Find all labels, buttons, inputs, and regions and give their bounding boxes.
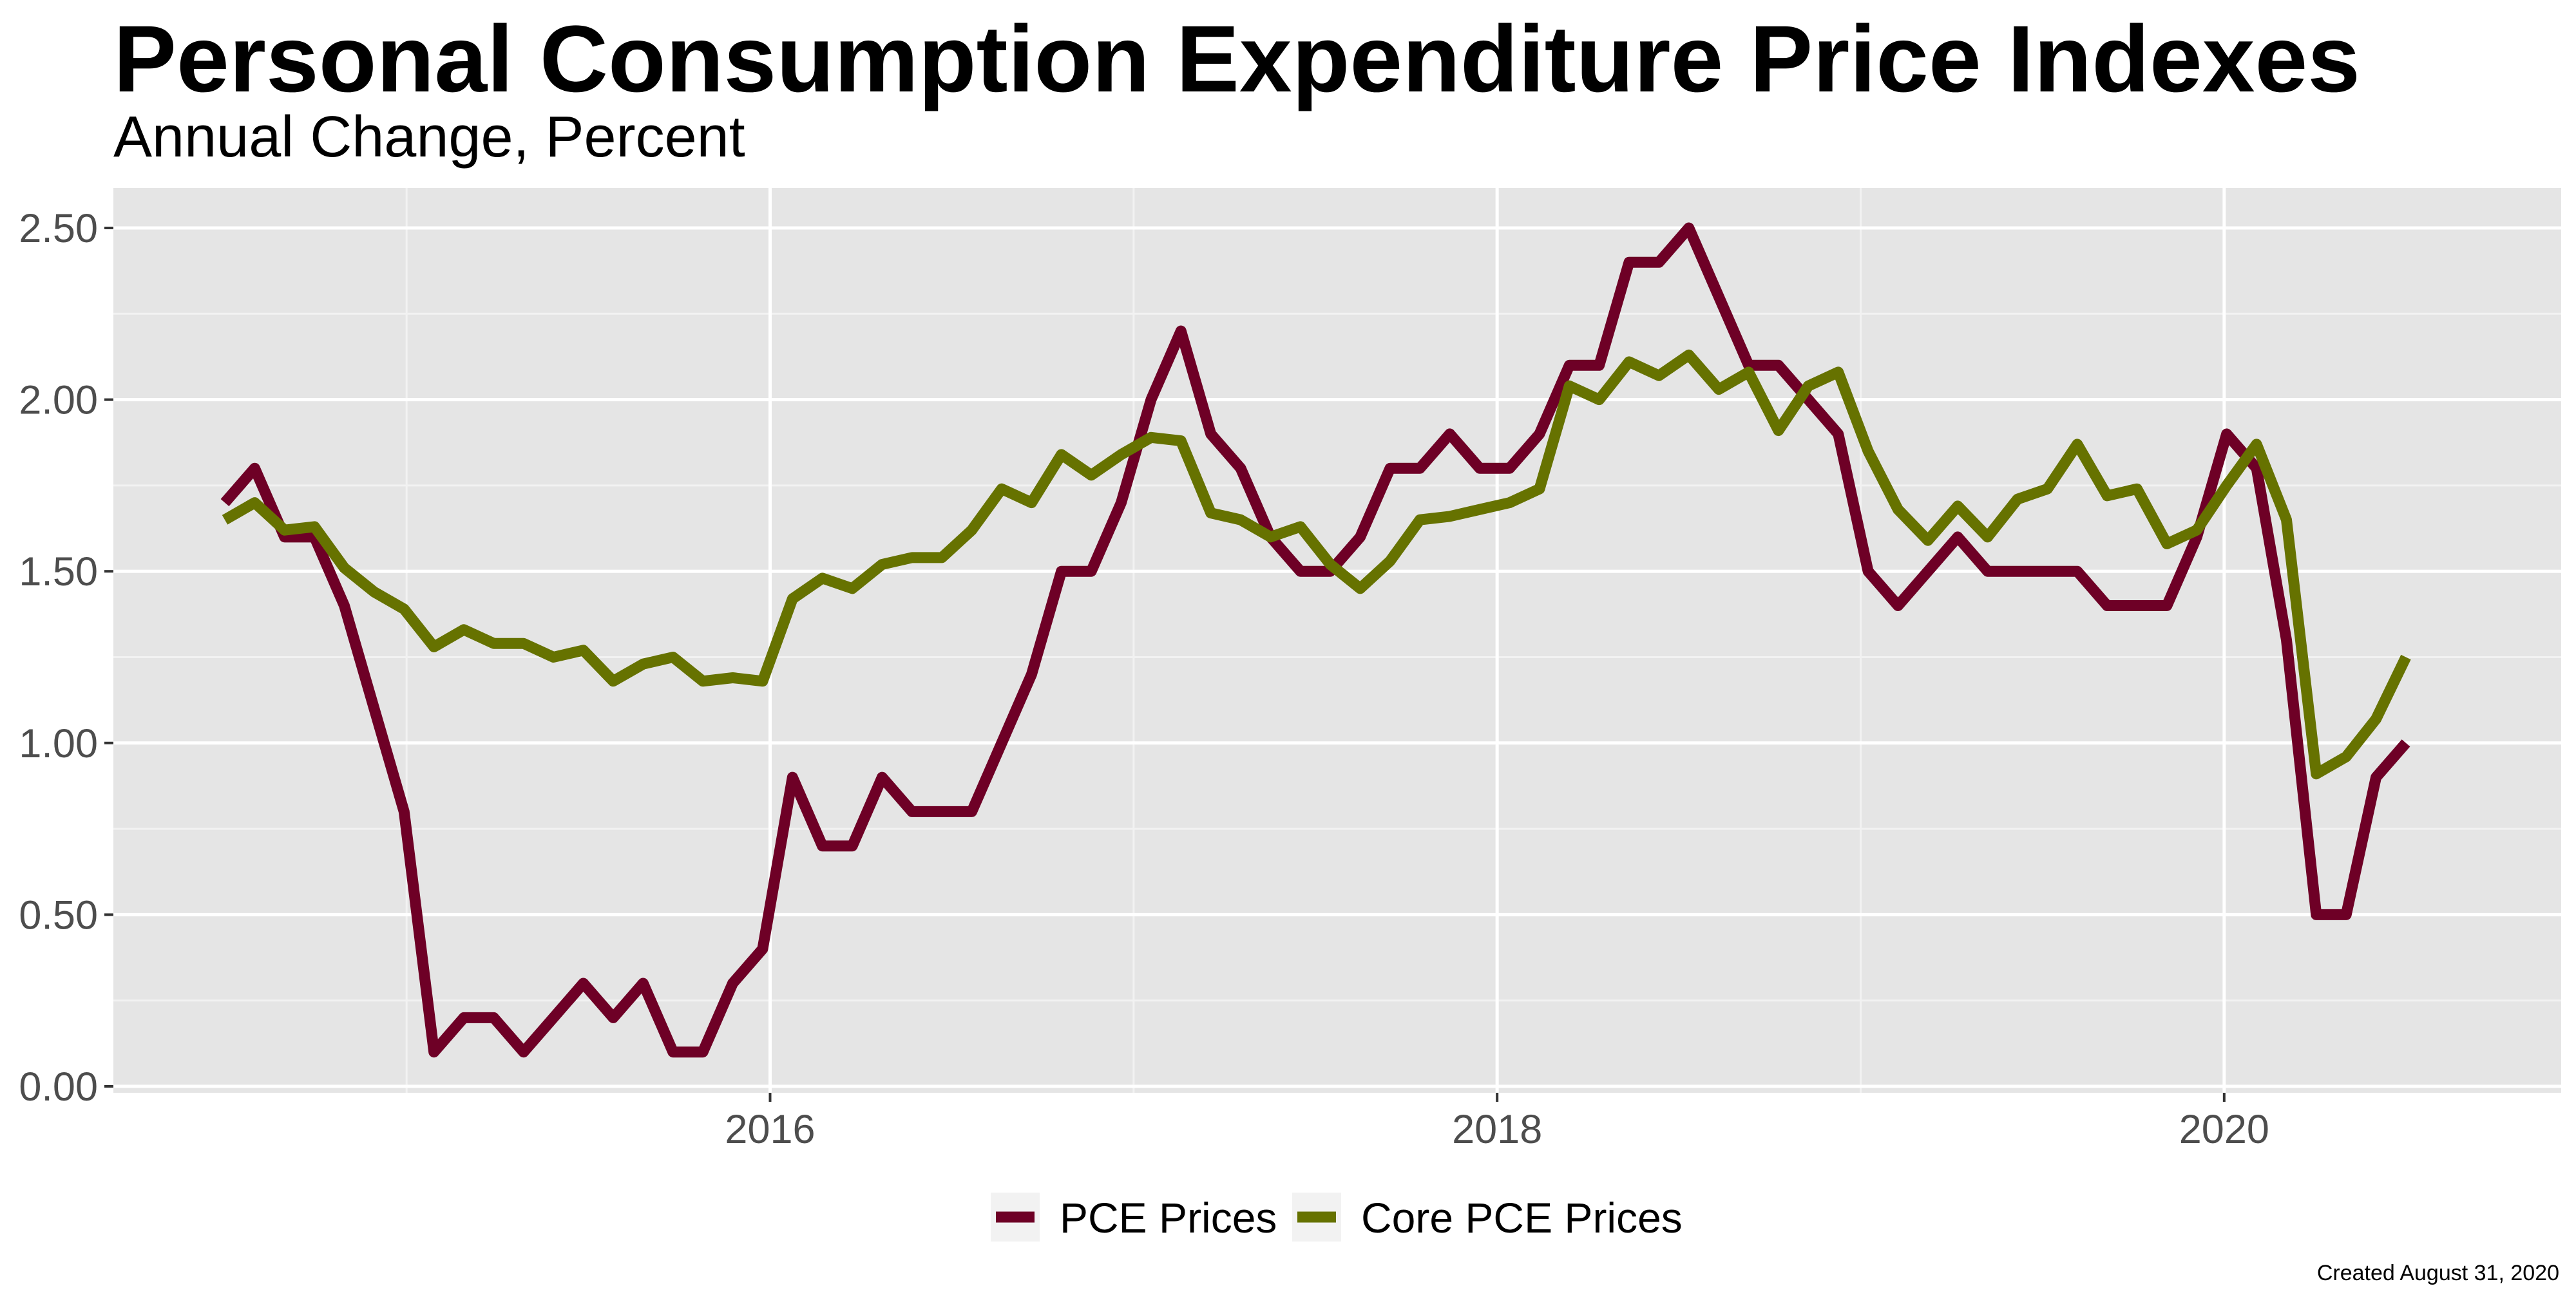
core-pce-prices-line bbox=[222, 349, 2411, 780]
x-tick-label: 2016 bbox=[725, 1107, 815, 1152]
axes: 0.00 0.50 1.00 1.50 2.00 2.50 2016 2018 2020 bbox=[19, 206, 2269, 1152]
chart-title: Personal Consumption Expenditure Price I… bbox=[113, 6, 2361, 112]
y-tick-label: 2.00 bbox=[19, 378, 98, 423]
y-tick-label: 1.00 bbox=[19, 721, 98, 766]
legend: PCE Prices Core PCE Prices bbox=[991, 1193, 1683, 1242]
chart-subtitle: Annual Change, Percent bbox=[113, 105, 745, 169]
created-date-caption: Created August 31, 2020 bbox=[2316, 1261, 2559, 1285]
y-tick-label: 1.50 bbox=[19, 549, 98, 594]
series-lines bbox=[220, 222, 2411, 1058]
y-tick-label: 0.50 bbox=[19, 893, 98, 938]
legend-label-core-pce-prices: Core PCE Prices bbox=[1361, 1194, 1683, 1242]
pce-prices-line bbox=[220, 222, 2410, 1058]
minor-gridlines bbox=[113, 188, 2561, 1093]
major-gridlines bbox=[113, 188, 2561, 1093]
y-tick-label: 0.00 bbox=[19, 1064, 98, 1110]
y-tick-label: 2.50 bbox=[19, 206, 98, 251]
legend-label-pce-prices: PCE Prices bbox=[1060, 1194, 1277, 1242]
x-tick-label: 2018 bbox=[1452, 1107, 1542, 1152]
x-tick-label: 2020 bbox=[2179, 1107, 2269, 1152]
